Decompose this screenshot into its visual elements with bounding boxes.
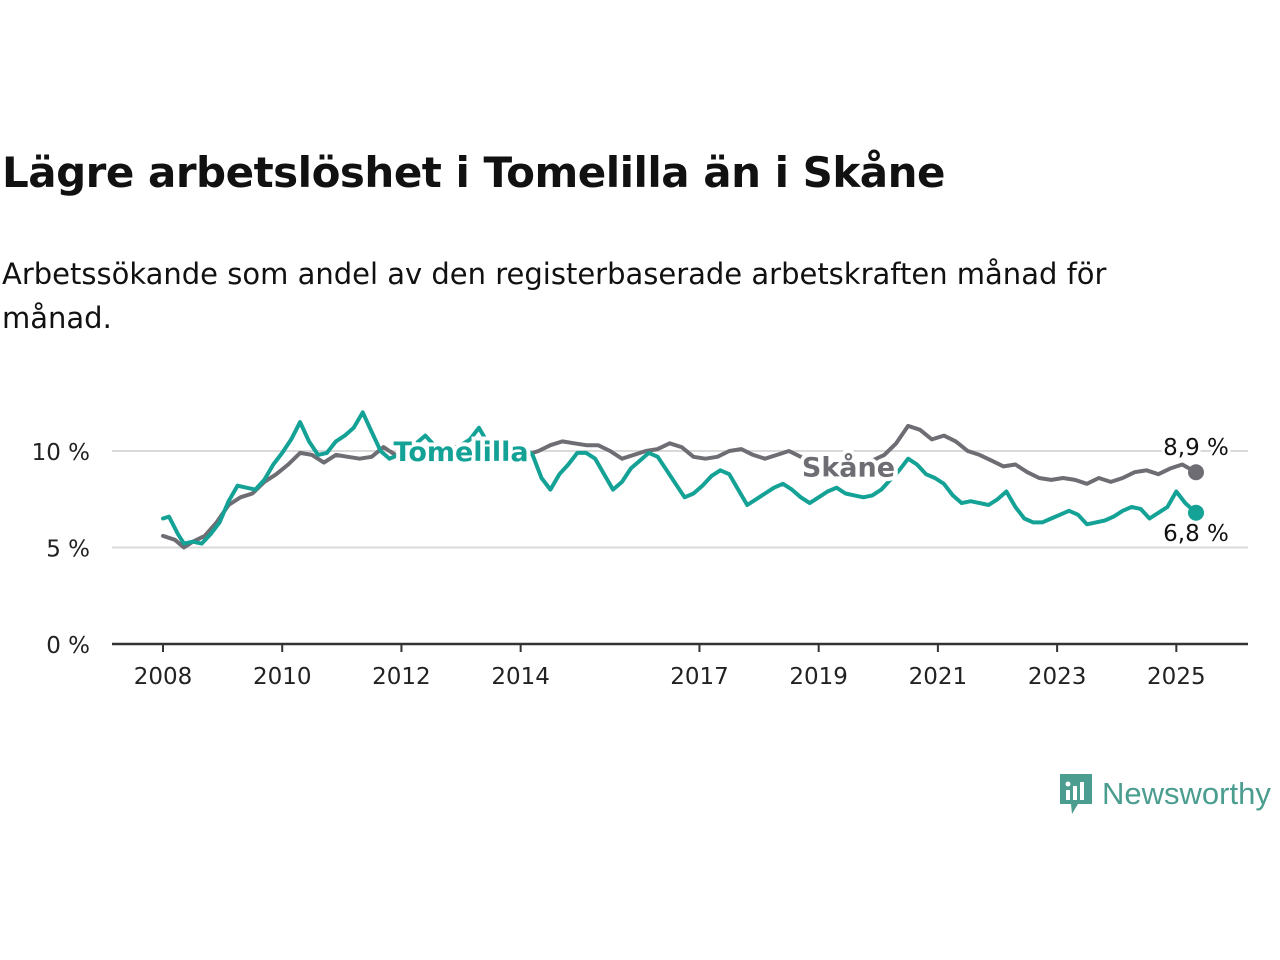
x-tick-label: 2021 [909, 664, 968, 690]
tomelilla-end-label: 6,8 % [1163, 521, 1229, 547]
skane-end-label: 8,9 % [1163, 435, 1229, 461]
x-axis-ticks: 2008 2010 2012 2014 2017 2019 2021 2023 2025 [134, 644, 1206, 690]
chart-title: Lägre arbetslöshet i Tomelilla än i Skån… [2, 148, 946, 197]
x-tick-label: 2017 [670, 664, 729, 690]
newsworthy-logo-icon [1060, 774, 1092, 814]
tomelilla-line [161, 410, 1198, 546]
y-axis-ticks: 0 % 5 % 10 % [32, 440, 90, 659]
x-tick-label: 2025 [1147, 664, 1206, 690]
newsworthy-logo: Newsworthy [1058, 772, 1271, 816]
brand-name: Newsworthy [1102, 776, 1271, 811]
x-tick-label: 2014 [491, 664, 550, 690]
x-tick-label: 2019 [789, 664, 848, 690]
tomelilla-end-point [1188, 504, 1204, 521]
y-tick-label: 10 % [32, 440, 90, 466]
x-tick-label: 2010 [253, 664, 312, 690]
sk-ne-line [161, 423, 1198, 550]
x-tick-label: 2008 [134, 664, 193, 690]
y-tick-label: 0 % [46, 633, 90, 659]
x-tick-label: 2012 [372, 664, 431, 690]
series-labels: 8,9 % 6,8 % Tomelilla Skåne [389, 432, 1231, 550]
series-lines [161, 410, 1204, 550]
chart-subtitle: Arbetssökande som andel av den registerb… [2, 257, 1107, 335]
tomelilla-label: Tomelilla [393, 437, 528, 468]
x-tick-label: 2023 [1028, 664, 1087, 690]
skane-label: Skåne [802, 451, 895, 483]
y-tick-label: 5 % [46, 537, 90, 563]
sk-ne-end-point [1188, 464, 1204, 481]
gridlines [112, 450, 1248, 549]
